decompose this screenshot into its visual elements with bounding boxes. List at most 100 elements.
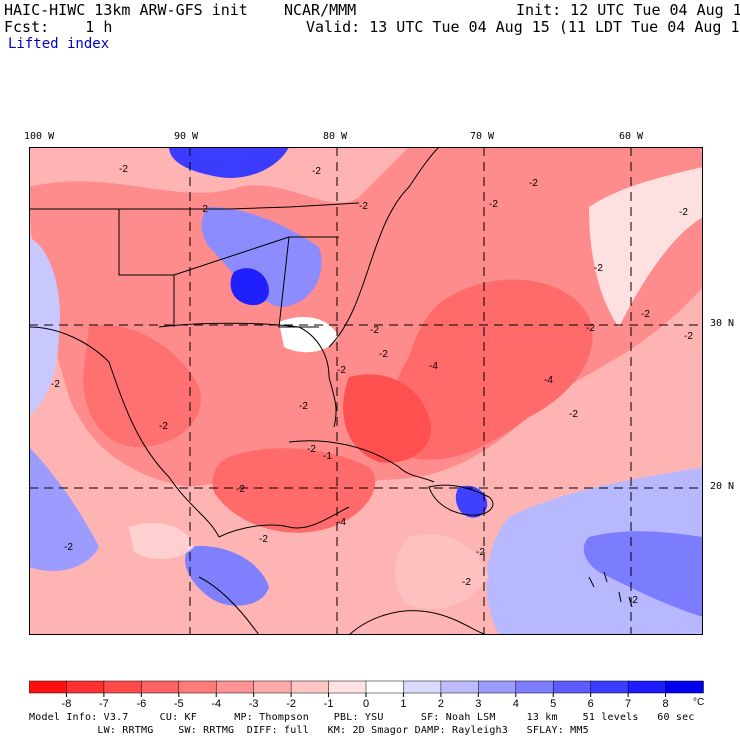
colorbar-swatch	[103, 680, 143, 694]
colorbar-swatch	[440, 680, 480, 694]
coastline	[218, 506, 350, 538]
colorbar-tick-label: -8	[62, 698, 72, 710]
model-info-line1: Model Info: V3.7 CU: KF MP: Thompson PBL…	[29, 712, 695, 723]
contour-label: -4	[544, 375, 553, 386]
colorbar-swatch	[215, 680, 255, 694]
colorbar-swatch	[627, 680, 667, 694]
contour-label: -4	[429, 361, 438, 372]
valid-time: Valid: 13 UTC Tue 04 Aug 15 (11 LDT Tue …	[306, 18, 740, 36]
colorbar-tick-label: 5	[550, 698, 556, 710]
contour-label: -2	[307, 444, 316, 455]
anomaly-region	[394, 534, 489, 609]
coastline	[29, 326, 220, 538]
island	[588, 571, 633, 608]
anomaly-region	[279, 317, 339, 353]
lon-label-80w: 80 W	[323, 131, 348, 142]
contour-label: -2	[299, 401, 308, 412]
contour-label: -2	[312, 166, 321, 177]
anomaly-region	[455, 485, 488, 518]
coastline	[158, 322, 337, 428]
anomaly-region	[343, 374, 431, 463]
anomaly-region	[212, 448, 376, 533]
colorbar-tick-labels: -8 -7 -6 -5 -4 -3 -2 -1 0 1 2 3 4 5 6 7 8	[62, 693, 669, 710]
contour-label: -2	[51, 379, 60, 390]
contour-label: -2	[489, 199, 498, 210]
contour-label: -2	[586, 323, 595, 334]
colorbar-boxes	[29, 680, 704, 694]
contour-label: -2	[370, 325, 379, 336]
model-title: HAIC-HIWC 13km ARW-GFS init NCAR/MMM	[4, 1, 357, 19]
anomaly-region	[185, 546, 269, 606]
coastline	[428, 484, 494, 516]
lon-label-60w: 60 W	[619, 131, 644, 142]
forecast-hour: Fcst: 1 h	[4, 18, 113, 36]
graticule	[29, 147, 703, 635]
contour-label: -2	[641, 309, 650, 320]
model-info-line2: LW: RRTMG SW: RRTMG DIFF: full KM: 2D Sm…	[29, 725, 589, 736]
colorbar-swatch	[141, 680, 180, 694]
colorbar-tick-label: 0	[363, 698, 369, 710]
colorbar-tick-label: 4	[513, 698, 519, 710]
anomaly-region	[230, 268, 269, 306]
colorbar-tick-label: -7	[99, 698, 109, 710]
colorbar-tick-label: -5	[174, 698, 184, 710]
coastline	[288, 440, 435, 483]
lifted-index-map: -2 -2 -2 -2 -2 -2 -2 -2 -2 -2 -2 -2 -2 -…	[29, 147, 703, 635]
border-line	[118, 209, 175, 327]
colorbar-swatch	[478, 680, 517, 694]
colorbar: -8 -7 -6 -5 -4 -3 -2 -1 0 1 2 3 4 5 6 7 8 °C	[29, 680, 704, 710]
lon-label-90w: 90 W	[174, 131, 199, 142]
colorbar-tick-label: 1	[400, 698, 406, 710]
anomaly-region	[83, 325, 201, 447]
contour-label: -2	[569, 409, 578, 420]
colorbar-swatch	[515, 680, 554, 694]
lon-label-100w: 100 W	[24, 131, 55, 142]
contour-label: -2	[359, 201, 368, 212]
lat-label-20n: 20 N	[710, 481, 735, 492]
contour-label: -1	[323, 451, 332, 462]
anomaly-region	[29, 447, 99, 571]
coastlines	[29, 147, 633, 635]
contour-label: -2	[684, 331, 693, 342]
anomaly-region	[201, 207, 322, 307]
colorbar-swatch	[403, 680, 442, 694]
colorbar-tick-label: 2	[438, 698, 444, 710]
contour-label: -2	[259, 534, 268, 545]
border-line	[278, 236, 319, 328]
contour-label: -2	[462, 577, 471, 588]
colorbar-tick-label: -6	[136, 698, 146, 710]
map-frame	[29, 147, 703, 635]
colorbar-swatch	[178, 680, 217, 694]
colorbar-swatch	[253, 680, 292, 694]
contour-label: -2	[159, 421, 168, 432]
anomaly-region	[583, 531, 703, 617]
anomaly-region	[129, 523, 194, 559]
border-line	[29, 202, 360, 210]
anomaly-region	[29, 237, 60, 417]
contour-label: -2	[236, 484, 245, 495]
lat-label-30n: 30 N	[710, 318, 735, 329]
contour-label: -2	[199, 204, 208, 215]
contour-label: -2	[64, 542, 73, 553]
colorbar-tick-label: 6	[588, 698, 594, 710]
colorbar-swatch	[66, 680, 105, 694]
coastline	[328, 147, 440, 348]
colorbar-swatch	[290, 680, 330, 694]
colorbar-tick-label: -2	[286, 698, 296, 710]
lon-label-70w: 70 W	[470, 131, 495, 142]
colorbar-tick-label: 3	[475, 698, 481, 710]
colorbar-tick-label: -3	[249, 698, 259, 710]
colorbar-swatch	[29, 680, 68, 694]
colorbar-tick-label: -4	[211, 698, 221, 710]
colorbar-swatch	[552, 680, 592, 694]
contour-label: -2	[119, 164, 128, 175]
anomaly-region	[589, 167, 703, 327]
coastline	[348, 610, 490, 635]
colorbar-swatch	[365, 680, 405, 694]
colorbar-swatch	[665, 680, 704, 694]
field-name: Lifted index	[8, 36, 110, 52]
colorbar-tick-label: 8	[662, 698, 668, 710]
colorbar-unit: °C	[693, 697, 704, 708]
colorbar-swatch	[590, 680, 629, 694]
contour-label: -2	[594, 263, 603, 274]
